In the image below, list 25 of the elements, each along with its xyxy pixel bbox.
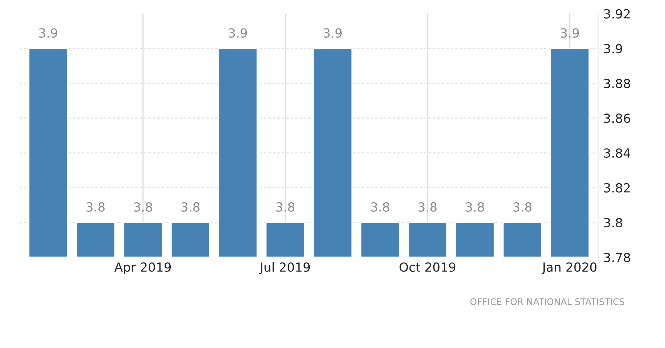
y-tick-label: 3.88 [604,78,630,88]
y-tick-label: 3.9 [604,44,622,54]
data-label: 3.8 [418,202,437,212]
x-tick-label: Apr 2019 [114,262,172,274]
y-tick-label: 3.78 [604,252,630,262]
data-label: 3.8 [182,202,200,212]
data-label: 3.8 [514,202,532,212]
y-tick-label: 3.82 [604,183,630,193]
y-tick-label: 3.92 [604,9,630,19]
data-label: 3.9 [39,28,58,38]
x-tick-label: Jan 2020 [542,262,597,274]
data-label: 3.8 [134,202,152,212]
data-label: 3.8 [466,202,484,212]
text: OFFICE FOR NATIONAL STATISTICS [470,298,625,306]
data-label: 3.9 [561,28,580,38]
data-label: 3.8 [276,202,295,212]
data-label: 3.8 [86,202,105,212]
data-label: 3.9 [324,28,342,38]
data-label: 3.9 [229,28,248,38]
y-tick-label: 3.84 [604,148,630,158]
x-tick-label: Jul 2019 [259,262,310,274]
x-tick-label: Oct 2019 [400,262,456,272]
data-label: 3.8 [371,202,390,212]
y-tick-label: 3.8 [604,218,622,228]
y-tick-label: 3.86 [604,114,630,124]
